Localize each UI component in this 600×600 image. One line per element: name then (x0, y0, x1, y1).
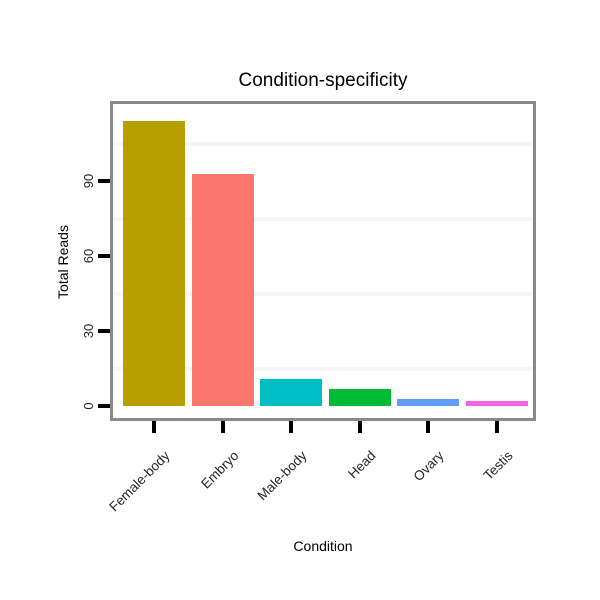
bar-female-body (123, 121, 186, 406)
y-axis-title: Total Reads (55, 225, 71, 299)
x-tick-head (357, 421, 362, 433)
gridline-minor-75 (113, 216, 533, 221)
gridline-minor-105 (113, 141, 533, 146)
gridline-minor-15 (113, 366, 533, 371)
y-tick-60 (98, 254, 110, 258)
gridline-minor-45 (113, 291, 533, 296)
y-tick-label-0: 0 (80, 402, 96, 410)
x-tick-ovary (426, 421, 431, 433)
x-axis-title: Condition (293, 538, 353, 554)
bar-head (328, 388, 391, 406)
x-tick-female-body (152, 421, 157, 433)
x-tick-label-female-body: Female-body (106, 448, 173, 515)
y-tick-label-30: 30 (80, 323, 96, 339)
x-tick-embryo (220, 421, 225, 433)
chart-title: Condition-specificity (238, 70, 408, 91)
x-tick-male-body (289, 421, 294, 433)
y-tick-label-60: 60 (80, 248, 96, 264)
y-tick-90 (98, 179, 110, 183)
bar-male-body (260, 378, 323, 406)
bar-testis (465, 401, 528, 406)
bar-ovary (397, 398, 460, 406)
x-tick-testis (494, 421, 499, 433)
y-tick-0 (98, 404, 110, 408)
y-tick-30 (98, 329, 110, 333)
bar-embryo (191, 173, 254, 406)
y-tick-label-90: 90 (80, 173, 96, 189)
